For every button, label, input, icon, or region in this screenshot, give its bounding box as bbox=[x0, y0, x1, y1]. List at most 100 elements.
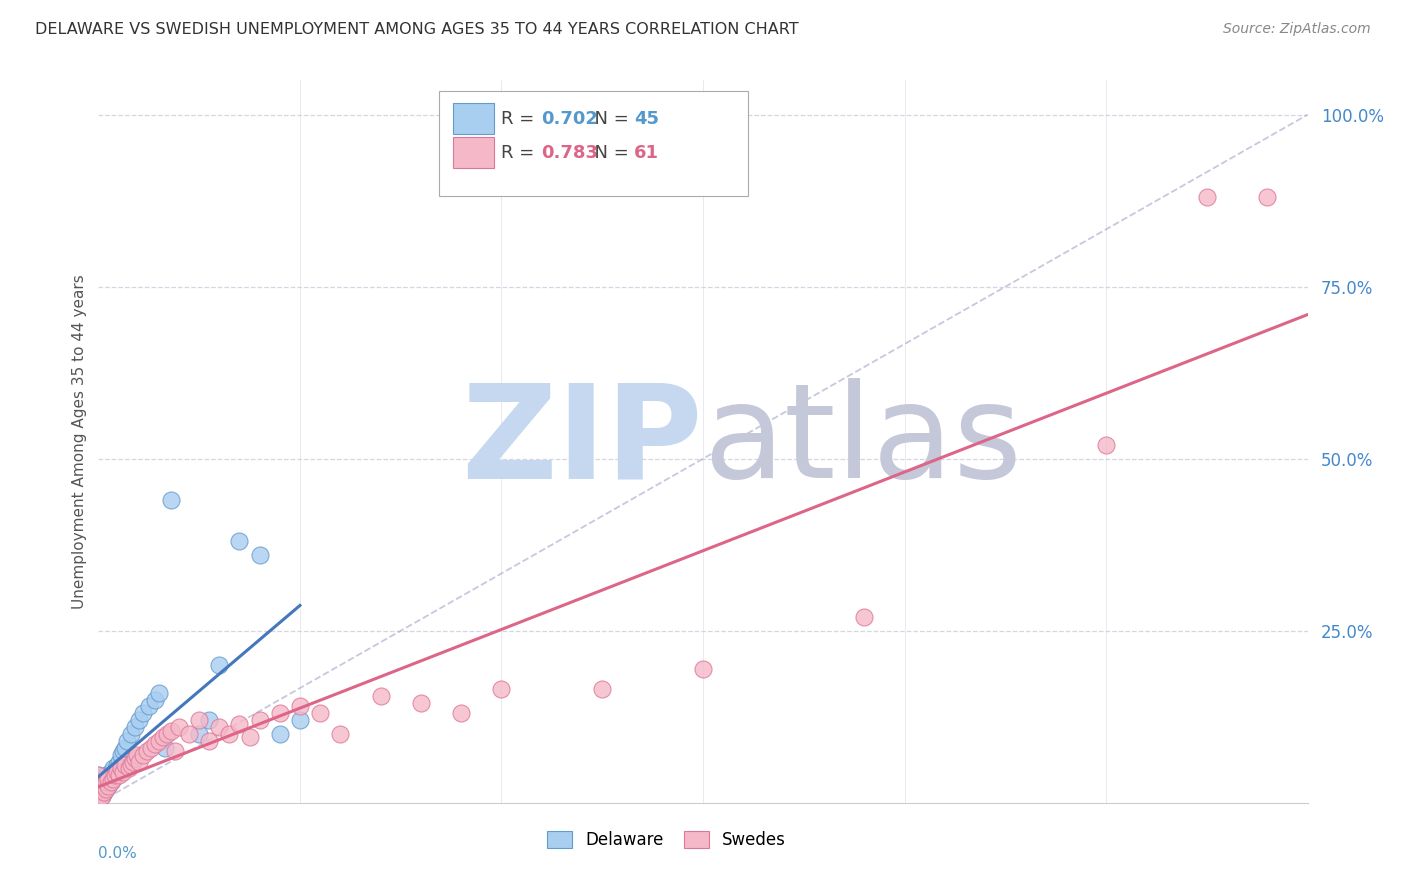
Point bbox=[101, 772, 124, 786]
Point bbox=[288, 713, 311, 727]
Y-axis label: Unemployment Among Ages 35 to 44 years: Unemployment Among Ages 35 to 44 years bbox=[72, 274, 87, 609]
Text: 0.0%: 0.0% bbox=[98, 847, 138, 861]
Text: N =: N = bbox=[583, 110, 634, 128]
Point bbox=[93, 779, 115, 793]
Point bbox=[87, 779, 110, 793]
Point bbox=[100, 775, 122, 789]
Point bbox=[135, 744, 157, 758]
Point bbox=[132, 747, 155, 762]
Point bbox=[87, 782, 110, 797]
Point bbox=[110, 761, 132, 775]
Text: atlas: atlas bbox=[703, 378, 1022, 505]
Point bbox=[188, 713, 211, 727]
Point bbox=[409, 696, 432, 710]
Point bbox=[100, 764, 122, 779]
Point bbox=[111, 744, 134, 758]
Point bbox=[450, 706, 472, 721]
Point bbox=[128, 713, 150, 727]
Point bbox=[87, 792, 110, 806]
Point bbox=[152, 731, 174, 745]
Text: DELAWARE VS SWEDISH UNEMPLOYMENT AMONG AGES 35 TO 44 YEARS CORRELATION CHART: DELAWARE VS SWEDISH UNEMPLOYMENT AMONG A… bbox=[35, 22, 799, 37]
Point bbox=[87, 768, 110, 782]
Point bbox=[160, 723, 183, 738]
Point bbox=[156, 727, 179, 741]
Point bbox=[87, 775, 110, 789]
Point bbox=[87, 772, 110, 786]
Point bbox=[249, 713, 271, 727]
Point bbox=[93, 772, 115, 786]
Point bbox=[91, 782, 114, 797]
Point bbox=[96, 768, 118, 782]
FancyBboxPatch shape bbox=[440, 91, 748, 196]
Text: 0.783: 0.783 bbox=[541, 144, 598, 161]
Point bbox=[143, 737, 166, 751]
Point bbox=[97, 779, 120, 793]
Point bbox=[87, 785, 110, 799]
Point bbox=[118, 761, 141, 775]
Point bbox=[309, 706, 332, 721]
Point bbox=[132, 706, 155, 721]
Point bbox=[87, 782, 110, 797]
Point bbox=[148, 734, 170, 748]
Point bbox=[208, 658, 231, 673]
Point bbox=[114, 758, 136, 772]
Point bbox=[143, 692, 166, 706]
Point bbox=[121, 755, 143, 769]
Text: R =: R = bbox=[501, 110, 540, 128]
Text: 45: 45 bbox=[634, 110, 659, 128]
Point bbox=[491, 682, 513, 697]
Point bbox=[198, 734, 221, 748]
Point bbox=[1195, 190, 1218, 204]
Point bbox=[239, 731, 262, 745]
Point bbox=[198, 713, 221, 727]
Point bbox=[96, 775, 118, 789]
Point bbox=[105, 758, 128, 772]
Legend: Delaware, Swedes: Delaware, Swedes bbox=[540, 824, 793, 856]
Point bbox=[87, 775, 110, 789]
Text: Source: ZipAtlas.com: Source: ZipAtlas.com bbox=[1223, 22, 1371, 37]
Point bbox=[101, 761, 124, 775]
Point bbox=[1095, 438, 1118, 452]
Point bbox=[111, 764, 134, 779]
Point bbox=[228, 716, 250, 731]
Point bbox=[692, 662, 714, 676]
Point bbox=[853, 610, 876, 624]
Point bbox=[87, 785, 110, 799]
Text: N =: N = bbox=[583, 144, 634, 161]
Point bbox=[120, 727, 142, 741]
Point bbox=[96, 782, 118, 797]
Point bbox=[167, 720, 190, 734]
Point bbox=[228, 534, 250, 549]
Point bbox=[87, 768, 110, 782]
Point bbox=[87, 779, 110, 793]
Point bbox=[591, 682, 613, 697]
Point bbox=[114, 740, 136, 755]
Point bbox=[139, 740, 162, 755]
Point bbox=[249, 548, 271, 562]
Point bbox=[103, 768, 125, 782]
Point bbox=[269, 706, 291, 721]
Point bbox=[188, 727, 211, 741]
Point bbox=[288, 699, 311, 714]
Point bbox=[107, 768, 129, 782]
Point bbox=[97, 779, 120, 793]
Point bbox=[269, 727, 291, 741]
Point bbox=[87, 789, 110, 803]
Point bbox=[218, 727, 240, 741]
Point bbox=[96, 775, 118, 789]
Text: 0.702: 0.702 bbox=[541, 110, 598, 128]
Point bbox=[179, 727, 201, 741]
Point bbox=[153, 740, 176, 755]
Point bbox=[93, 779, 115, 793]
Point bbox=[160, 493, 183, 508]
Point bbox=[148, 686, 170, 700]
Point bbox=[93, 785, 115, 799]
Point bbox=[370, 689, 392, 703]
Point bbox=[125, 747, 148, 762]
Point bbox=[96, 782, 118, 797]
Point bbox=[120, 758, 142, 772]
Text: 61: 61 bbox=[634, 144, 659, 161]
Point bbox=[124, 720, 146, 734]
Point bbox=[329, 727, 352, 741]
Point bbox=[115, 734, 138, 748]
